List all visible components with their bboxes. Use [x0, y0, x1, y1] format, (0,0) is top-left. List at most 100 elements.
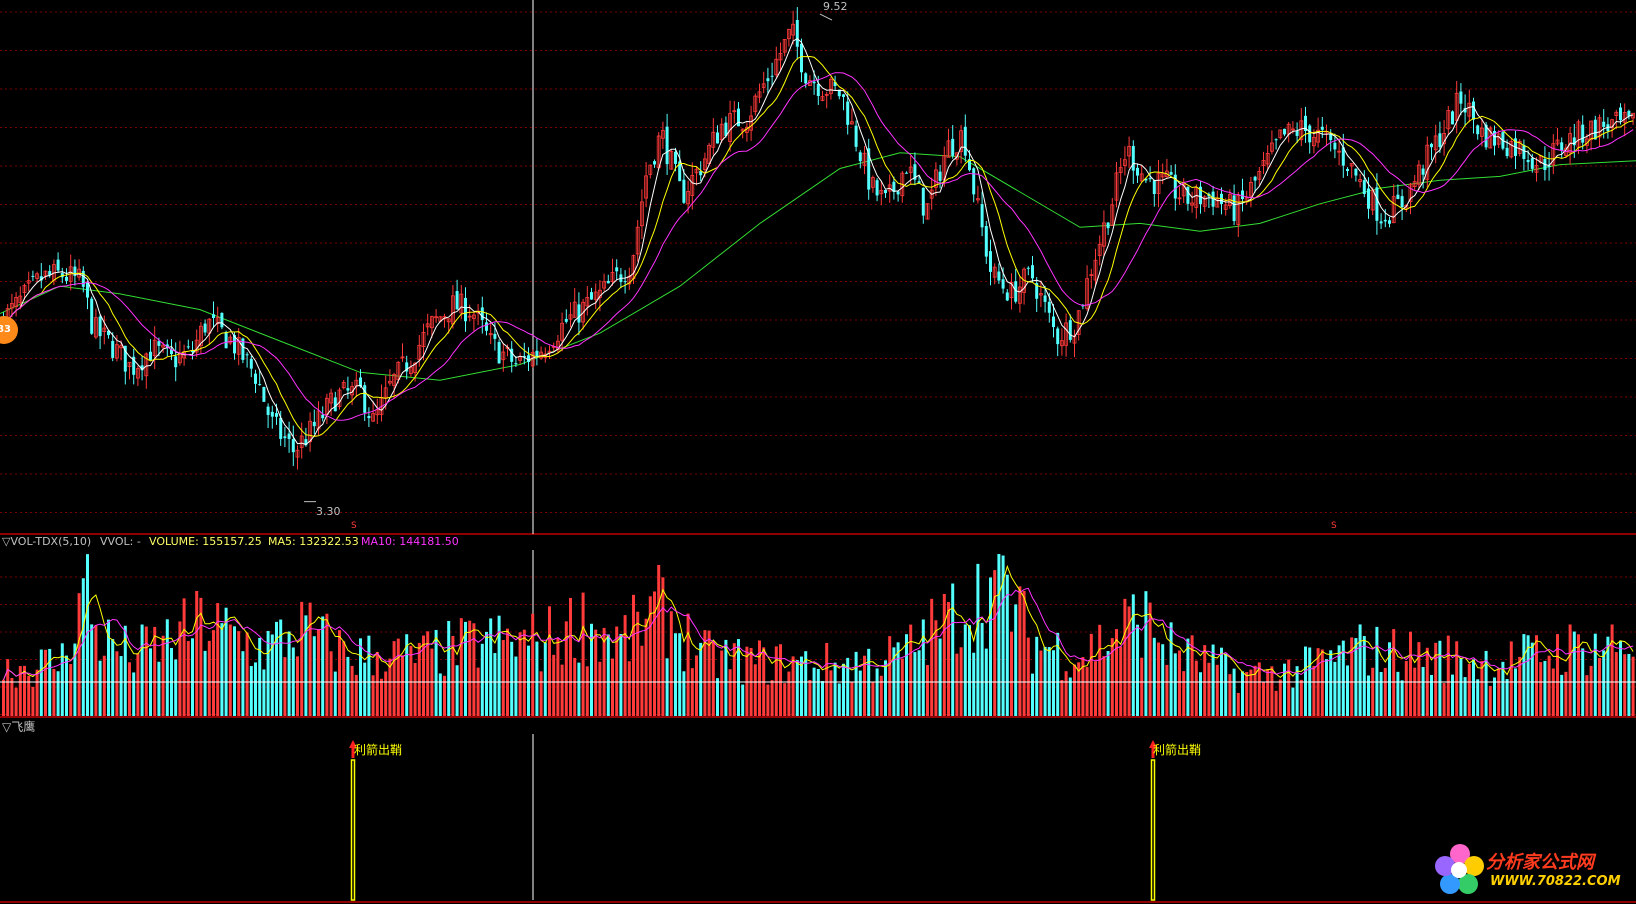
candle-body-down: [249, 358, 253, 369]
volume-bar-up: [1010, 631, 1013, 716]
volume-bar-down: [56, 671, 60, 716]
volume-bar-down: [98, 660, 102, 716]
candle-body-up: [946, 140, 951, 158]
volume-bar-down: [489, 618, 493, 716]
candle-body-up: [501, 351, 506, 361]
volume-bar-down: [132, 672, 136, 716]
candle-body-down: [1320, 126, 1324, 130]
volume-bar-up: [909, 624, 913, 716]
volume-bar-up: [1140, 657, 1144, 716]
volume-bar-up: [720, 650, 724, 716]
volume-bar-up: [552, 654, 556, 716]
volume-bar-down: [111, 639, 115, 716]
candle-body-down: [980, 204, 984, 228]
volume-bar-down: [1232, 668, 1236, 716]
candle-body-up: [1446, 110, 1451, 130]
volume-bar-down: [1304, 646, 1307, 716]
moving-average-lines: [3, 37, 1634, 446]
candle-body-down: [258, 384, 262, 386]
signal-indicator-name[interactable]: ▽飞鹰: [2, 720, 36, 734]
volume-bar-down: [1001, 555, 1005, 716]
candle-body-down: [867, 148, 871, 190]
volume-bar-down: [800, 656, 803, 716]
candle-body-down: [312, 421, 316, 427]
candle-body-up: [547, 350, 552, 353]
candle-body-down: [1522, 144, 1526, 159]
candle-body-down: [896, 191, 900, 195]
volume-bar-up: [829, 670, 833, 716]
volume-bar-down: [804, 651, 808, 716]
volume-bar-up: [380, 678, 383, 716]
candle-body-up: [992, 266, 997, 278]
sell-marker-1: S: [351, 521, 357, 531]
volume-bar-down: [665, 658, 669, 716]
candle-body-up: [644, 175, 648, 199]
volume-bar-up: [144, 626, 148, 716]
volume-bar-down: [1005, 574, 1009, 716]
volume-bar-up: [1488, 685, 1492, 716]
candle-body-down: [1056, 328, 1060, 345]
volume-bar-up: [1274, 690, 1278, 716]
volume-bar-up: [573, 657, 577, 716]
candle-body-down: [220, 312, 224, 328]
price-gridlines: [0, 11, 1636, 715]
volume-bar-up: [863, 655, 866, 716]
volume-bar-up: [1614, 652, 1618, 716]
candle-body-down: [1169, 172, 1173, 175]
volume-bar-up: [237, 631, 241, 716]
volume-bar-up: [1413, 667, 1417, 716]
volume-bar-up: [611, 658, 614, 716]
signal-label-1: 利箭出鞘: [354, 743, 403, 757]
volume-bar-down: [1186, 638, 1190, 716]
volume-bar-down: [606, 634, 610, 716]
candle-body-up: [228, 336, 233, 344]
volume-bar-up: [401, 655, 404, 716]
volume-bar-up: [1589, 665, 1593, 716]
volume-bar-up: [1409, 631, 1412, 716]
volume-bar-down: [837, 683, 841, 716]
volume-bar-up: [1535, 635, 1538, 716]
candle-body-down: [1530, 158, 1534, 169]
volume-bar-up: [993, 570, 997, 716]
candle-body-down: [304, 439, 308, 446]
volume-ma10-readout: MA10: 144181.50: [361, 535, 459, 548]
candle-body-down: [1232, 195, 1236, 222]
volume-bar-up: [443, 675, 446, 716]
volume-bar-down: [1375, 626, 1379, 716]
volume-bar-down: [1451, 674, 1454, 716]
current-price-badge[interactable]: 83: [0, 316, 18, 344]
candle-body-down: [892, 181, 896, 192]
candlesticks: [2, 7, 1635, 470]
ma60-path: [0, 152, 1636, 381]
candle-body-up: [14, 297, 19, 307]
candle-body-up: [959, 130, 963, 152]
candle-body-down: [984, 225, 988, 257]
candle-body-down: [1283, 128, 1286, 135]
volume-bar-up: [522, 629, 526, 716]
volume-bar-up: [1081, 657, 1085, 716]
candle-body-down: [917, 181, 921, 184]
volume-bar-down: [1522, 634, 1526, 716]
candle-body-down: [270, 411, 274, 417]
volume-bar-up: [1249, 669, 1253, 716]
candle-body-up: [955, 152, 959, 160]
candle-body-up: [152, 339, 157, 357]
candle-body-down: [107, 330, 110, 336]
volume-bar-down: [1152, 637, 1156, 716]
volume-bar-down: [1400, 680, 1404, 716]
volume-bar-up: [787, 671, 791, 716]
candle-body-down: [1052, 316, 1055, 328]
volume-bar-up: [1434, 642, 1438, 716]
candle-body-down: [522, 356, 526, 358]
volume-bar-up: [1207, 662, 1211, 716]
candle-body-down: [1493, 130, 1496, 146]
volume-bar-down: [854, 651, 858, 716]
volume-bar-down: [1169, 622, 1173, 716]
volume-bar-up: [1455, 641, 1459, 716]
volume-bar-up: [644, 618, 648, 716]
candle-body-down: [1005, 292, 1009, 301]
volume-indicator-name[interactable]: ▽VOL-TDX(5,10): [2, 535, 92, 548]
volume-bar-up: [1253, 665, 1257, 716]
candle-body-up: [1480, 127, 1484, 137]
